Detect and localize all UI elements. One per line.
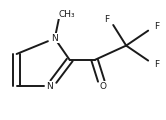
Text: F: F	[154, 22, 160, 31]
Text: F: F	[104, 15, 110, 24]
Text: F: F	[154, 60, 160, 69]
Text: N: N	[46, 82, 53, 91]
Text: CH₃: CH₃	[58, 10, 75, 19]
Text: O: O	[99, 82, 106, 91]
Text: N: N	[51, 34, 58, 43]
